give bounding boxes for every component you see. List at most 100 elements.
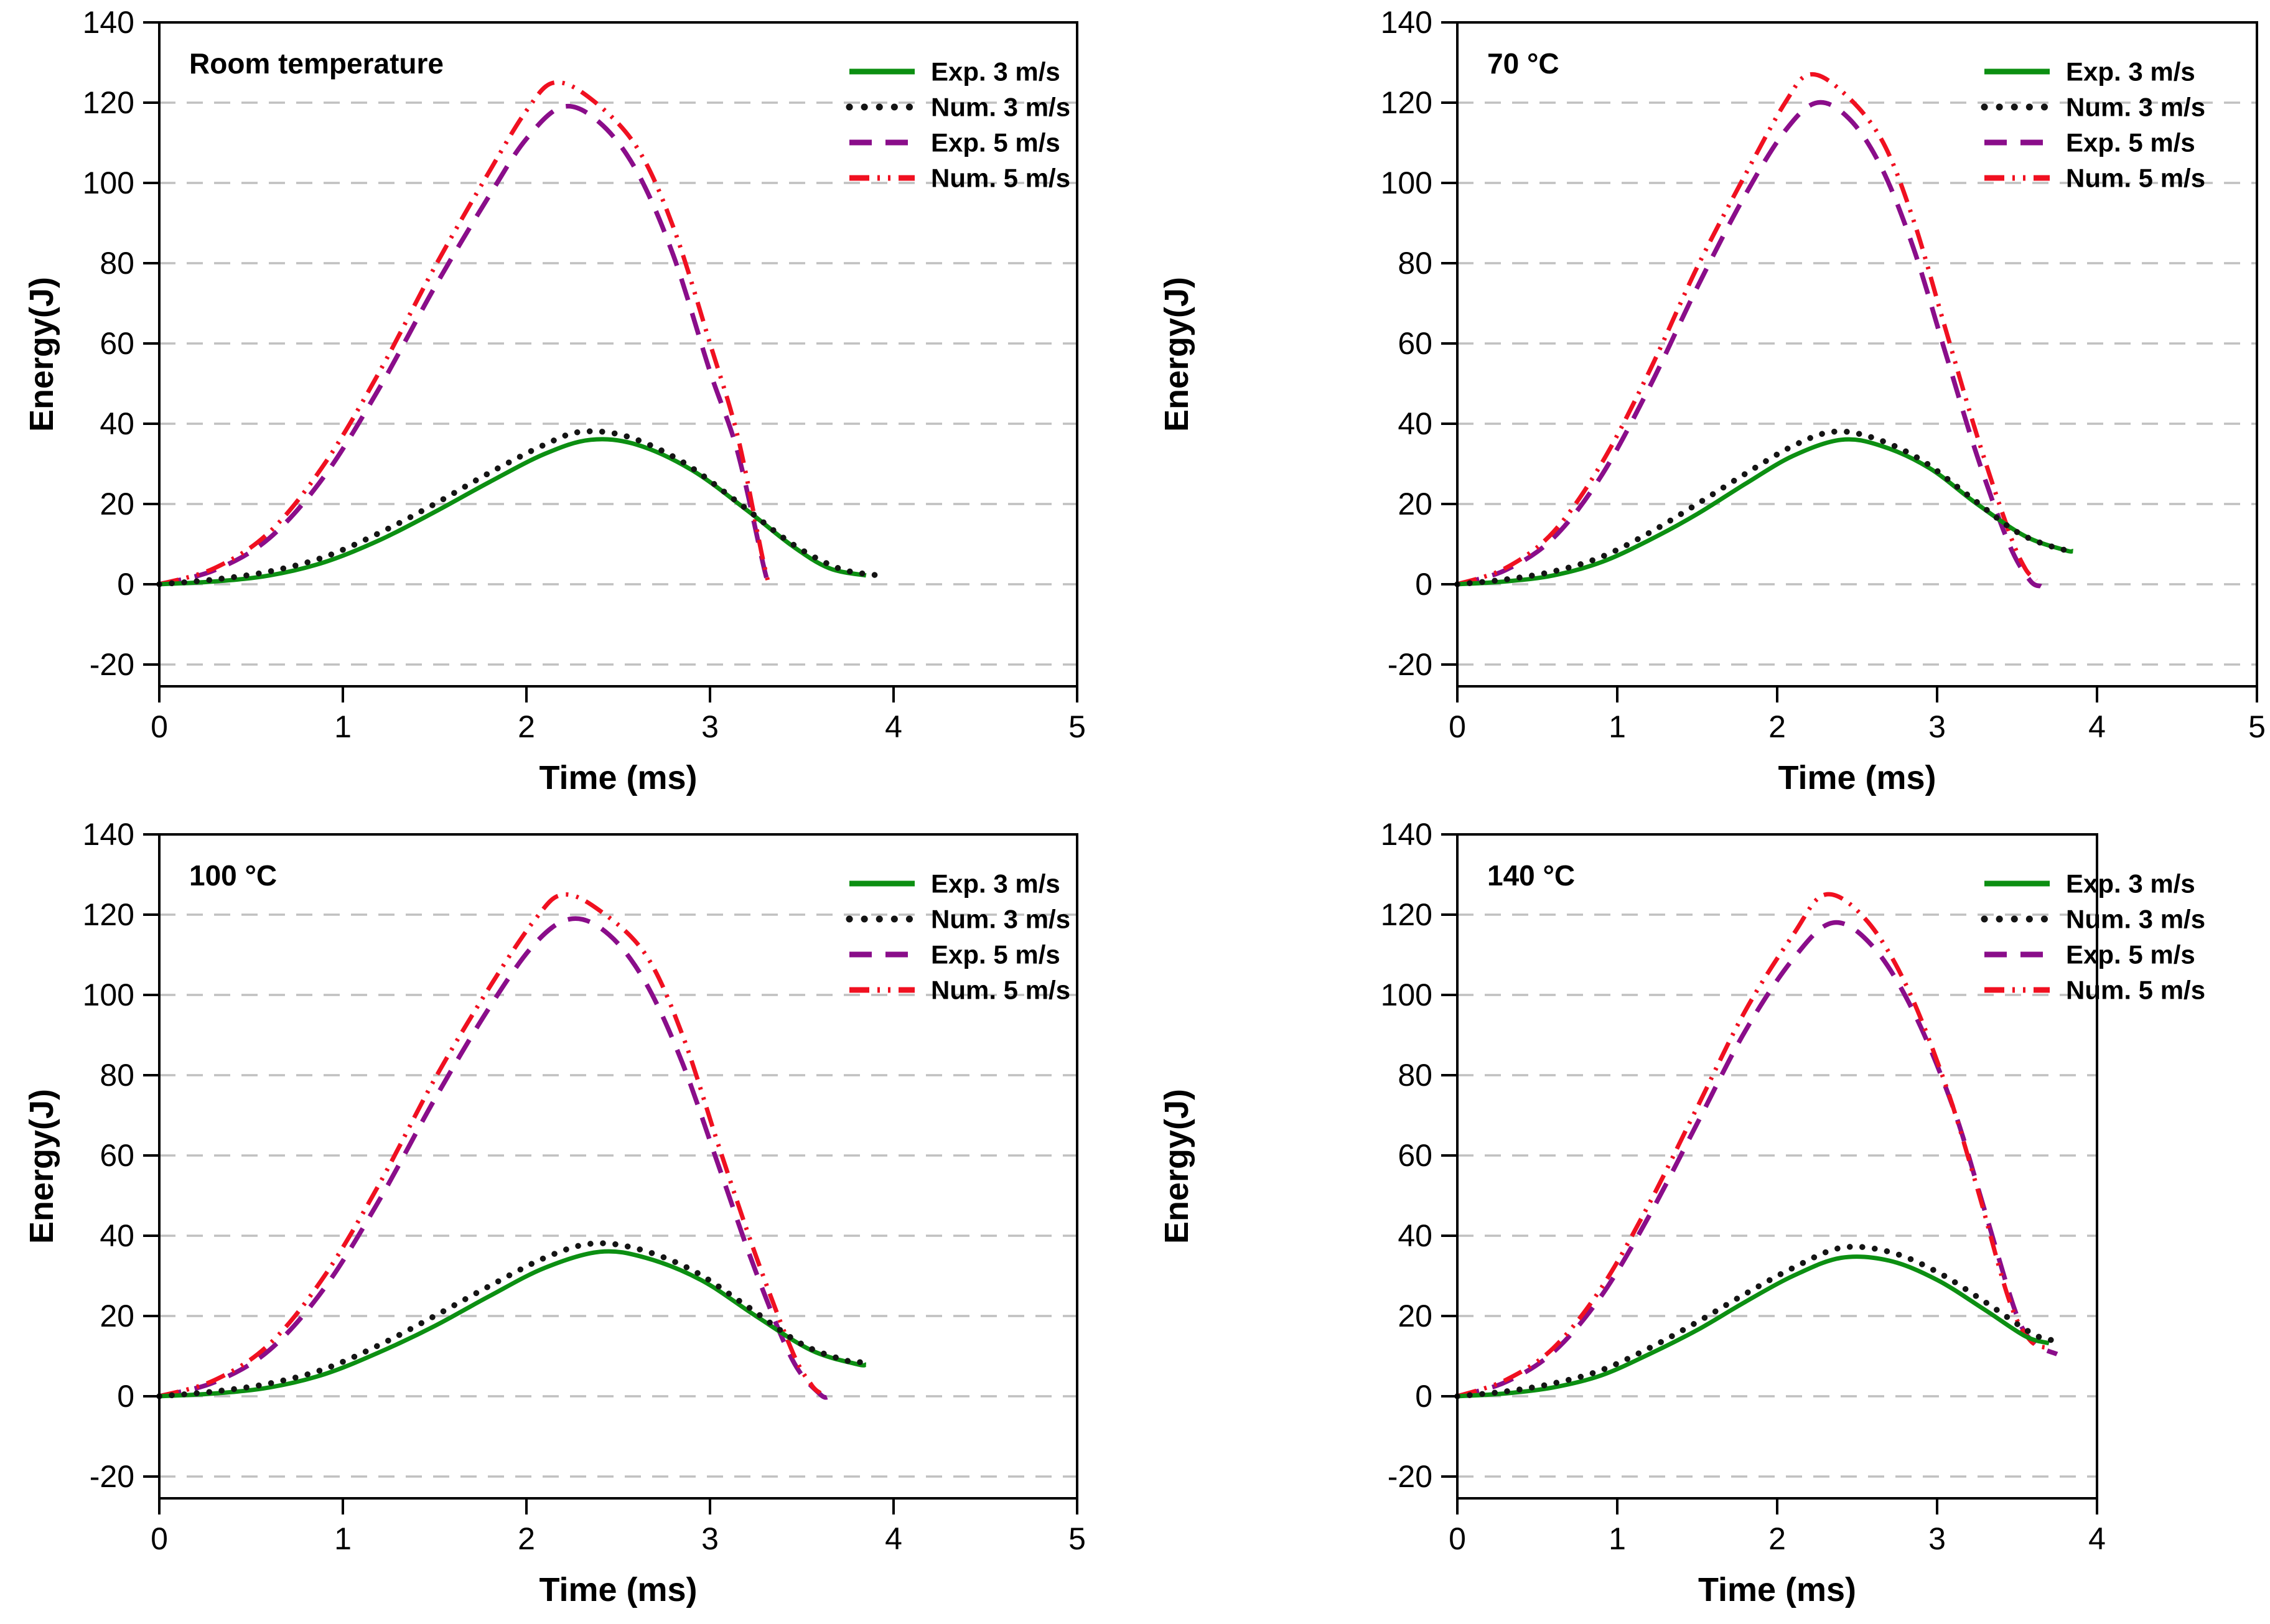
y-tick-label: 140 (83, 817, 134, 852)
y-tick-label: 100 (83, 978, 134, 1012)
legend-label-num3: Num. 3 m/s (931, 93, 1070, 122)
x-tick-label: 2 (1768, 709, 1786, 744)
curve-num5 (159, 80, 771, 587)
x-tick-label: 5 (2248, 709, 2266, 744)
y-tick-label: 140 (1381, 5, 1432, 40)
x-tick-label: 2 (1768, 1521, 1786, 1556)
x-tick-label: 3 (1928, 709, 1946, 744)
x-axis-title: Time (ms) (539, 1571, 697, 1608)
x-tick-label: 0 (1449, 709, 1466, 744)
x-tick-label: 4 (885, 1521, 902, 1556)
curve-num3 (156, 1240, 864, 1399)
y-tick-label: 60 (1398, 326, 1432, 361)
legend-label-exp5: Exp. 5 m/s (931, 128, 1060, 157)
x-tick-label: 3 (1928, 1521, 1946, 1556)
y-axis: -20 0 20 40 60 80 100 120 140 (1381, 5, 1457, 682)
chart-panel-70c: 0 1 2 3 4 5 -20 0 20 40 60 80 100 120 140 70 °C Time (ms… (1135, 0, 2270, 812)
y-tick-label: 100 (83, 166, 134, 200)
x-axis-title: Time (ms) (1698, 1571, 1856, 1608)
x-tick-label: 0 (151, 1521, 168, 1556)
gridlines (159, 913, 1077, 1478)
y-tick-label: 80 (100, 246, 134, 281)
y-axis: -20 0 20 40 60 80 100 120 140 (83, 5, 159, 682)
x-tick-label: 4 (2088, 709, 2106, 744)
legend-label-exp3: Exp. 3 m/s (931, 869, 1060, 898)
curve-exp5 (1456, 100, 2042, 589)
gridlines (1457, 913, 2097, 1478)
y-tick-label: 140 (1381, 817, 1432, 852)
legend: Exp. 3 m/s Num. 3 m/s Exp. 5 m/s Num. 5 m/s (1981, 869, 2205, 1005)
legend: Exp. 3 m/s Num. 3 m/s Exp. 5 m/s Num. 5 m/s (846, 869, 1070, 1005)
y-tick-label: 40 (1398, 1218, 1432, 1253)
legend-label-num5: Num. 5 m/s (931, 976, 1070, 1005)
x-tick-label: 1 (1609, 709, 1626, 744)
chart-panel-100c: 0 1 2 3 4 5 -20 0 20 40 60 80 100 120 140 100 °C Time (m… (0, 812, 1135, 1624)
y-tick-label: 40 (100, 1218, 134, 1253)
y-tick-label: 20 (1398, 1299, 1432, 1333)
plot-frame (158, 833, 1078, 1500)
curve-num5 (1456, 892, 2050, 1399)
curve-num3 (1454, 1243, 2060, 1399)
x-axis: 0 1 2 3 4 5 (1449, 686, 2266, 744)
legend: Exp. 3 m/s Num. 3 m/s Exp. 5 m/s Num. 5 m/s (846, 57, 1070, 193)
curve-num5 (159, 892, 822, 1399)
chart-canvas: 0 1 2 3 4 5 -20 0 20 40 60 80 100 120 140 100 °C Time (m… (23, 817, 1086, 1608)
x-axis: 0 1 2 3 4 5 (151, 1498, 1086, 1556)
legend-label-exp3: Exp. 3 m/s (2066, 57, 2195, 86)
y-axis-title: Energy(J) (23, 1089, 60, 1244)
x-tick-label: 5 (1068, 1521, 1086, 1556)
curve-exp3 (159, 437, 867, 587)
curve-exp5 (159, 916, 830, 1400)
y-tick-label: 20 (100, 1299, 134, 1333)
x-tick-label: 3 (701, 1521, 719, 1556)
legend-label-exp3: Exp. 3 m/s (931, 57, 1060, 86)
legend-label-num5: Num. 5 m/s (2066, 976, 2205, 1005)
gridlines (1457, 101, 2257, 666)
y-tick-label: 100 (1381, 978, 1432, 1012)
y-axis-title: Energy(J) (23, 277, 60, 432)
legend-label-num3: Num. 3 m/s (2066, 93, 2205, 122)
x-axis-title: Time (ms) (539, 759, 697, 796)
chart-canvas: 0 1 2 3 4 -20 0 20 40 60 80 100 120 140 140 °C Time (ms… (1158, 817, 2205, 1608)
legend-label-num3: Num. 3 m/s (931, 905, 1070, 934)
y-tick-label: 120 (1381, 897, 1432, 932)
x-tick-label: 4 (2088, 1521, 2106, 1556)
y-tick-label: 80 (1398, 1058, 1432, 1093)
legend-label-num5: Num. 5 m/s (931, 164, 1070, 193)
plot-frame (1456, 833, 2098, 1500)
y-tick-label: 40 (1398, 406, 1432, 441)
curve-num3 (1454, 428, 2076, 587)
y-tick-label: -20 (90, 1459, 134, 1494)
y-tick-label: 60 (1398, 1138, 1432, 1173)
y-tick-label: 20 (100, 487, 134, 521)
x-tick-label: 0 (151, 709, 168, 744)
y-tick-label: -20 (1388, 647, 1432, 682)
panel-label: 70 °C (1487, 47, 1559, 80)
x-tick-label: 0 (1449, 1521, 1466, 1556)
x-tick-label: 5 (1068, 709, 1086, 744)
plot-frame (158, 21, 1078, 688)
chart-canvas: 0 1 2 3 4 5 -20 0 20 40 60 80 100 120 140 Room temperat… (23, 5, 1086, 796)
curve-exp5 (1456, 920, 2058, 1399)
y-tick-label: 60 (100, 1138, 134, 1173)
y-tick-label: -20 (1388, 1459, 1432, 1494)
y-tick-label: 100 (1381, 166, 1432, 200)
x-tick-label: 1 (1609, 1521, 1626, 1556)
y-tick-label: 80 (100, 1058, 134, 1093)
y-axis-title: Energy(J) (1158, 277, 1195, 432)
legend-label-exp3: Exp. 3 m/s (2066, 869, 2195, 898)
curve-exp5 (159, 103, 773, 589)
x-axis-title: Time (ms) (1778, 759, 1936, 796)
panel-label: Room temperature (189, 47, 444, 80)
legend-label-num3: Num. 3 m/s (2066, 905, 2205, 934)
y-axis: -20 0 20 40 60 80 100 120 140 (83, 817, 159, 1494)
y-tick-label: 120 (83, 897, 134, 932)
curve-num3 (156, 428, 879, 587)
x-tick-label: 1 (334, 709, 352, 744)
y-axis: -20 0 20 40 60 80 100 120 140 (1381, 817, 1457, 1494)
curve-exp3 (1457, 437, 2074, 587)
legend-label-num5: Num. 5 m/s (2066, 164, 2205, 193)
chart-panel-140c: 0 1 2 3 4 -20 0 20 40 60 80 100 120 140 140 °C Time (ms… (1135, 812, 2270, 1624)
y-tick-label: 0 (1415, 567, 1432, 602)
x-tick-label: 1 (334, 1521, 352, 1556)
